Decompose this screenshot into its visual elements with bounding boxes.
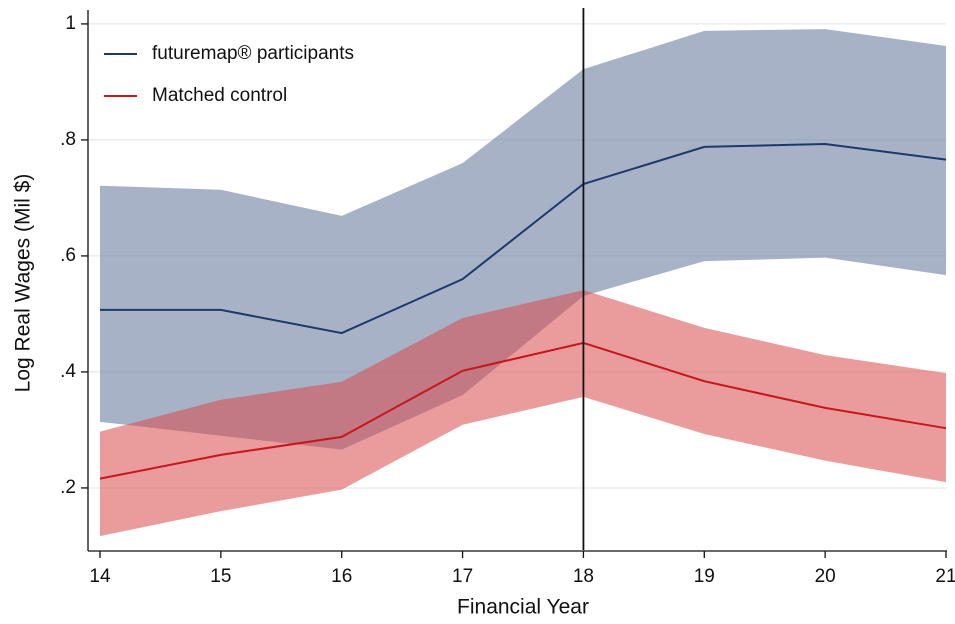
confidence-band bbox=[100, 29, 946, 450]
x-tick-label: 20 bbox=[815, 566, 836, 587]
x-tick-label: 15 bbox=[210, 566, 231, 587]
y-tick-label: 1 bbox=[65, 13, 76, 34]
series-line bbox=[99, 341, 947, 480]
y-axis-title: Log Real Wages (Mil $) bbox=[12, 174, 35, 393]
y-tick-label: .6 bbox=[60, 245, 76, 266]
x-tick-label: 21 bbox=[935, 566, 955, 587]
confidence-band bbox=[100, 290, 946, 537]
legend-label: futuremap® participants bbox=[152, 43, 354, 64]
y-tick-label: .2 bbox=[60, 477, 76, 498]
x-tick-label: 19 bbox=[694, 566, 715, 587]
series-line bbox=[100, 142, 947, 335]
x-axis-title: Financial Year bbox=[457, 596, 589, 619]
x-tick-label: 16 bbox=[331, 566, 352, 587]
x-tick-label: 17 bbox=[452, 566, 473, 587]
x-tick-label: 18 bbox=[573, 566, 594, 587]
x-tick-label: 14 bbox=[89, 566, 111, 587]
y-tick-label: .4 bbox=[60, 361, 76, 382]
y-tick-label: .8 bbox=[60, 129, 76, 150]
legend-label: Matched control bbox=[152, 85, 287, 106]
